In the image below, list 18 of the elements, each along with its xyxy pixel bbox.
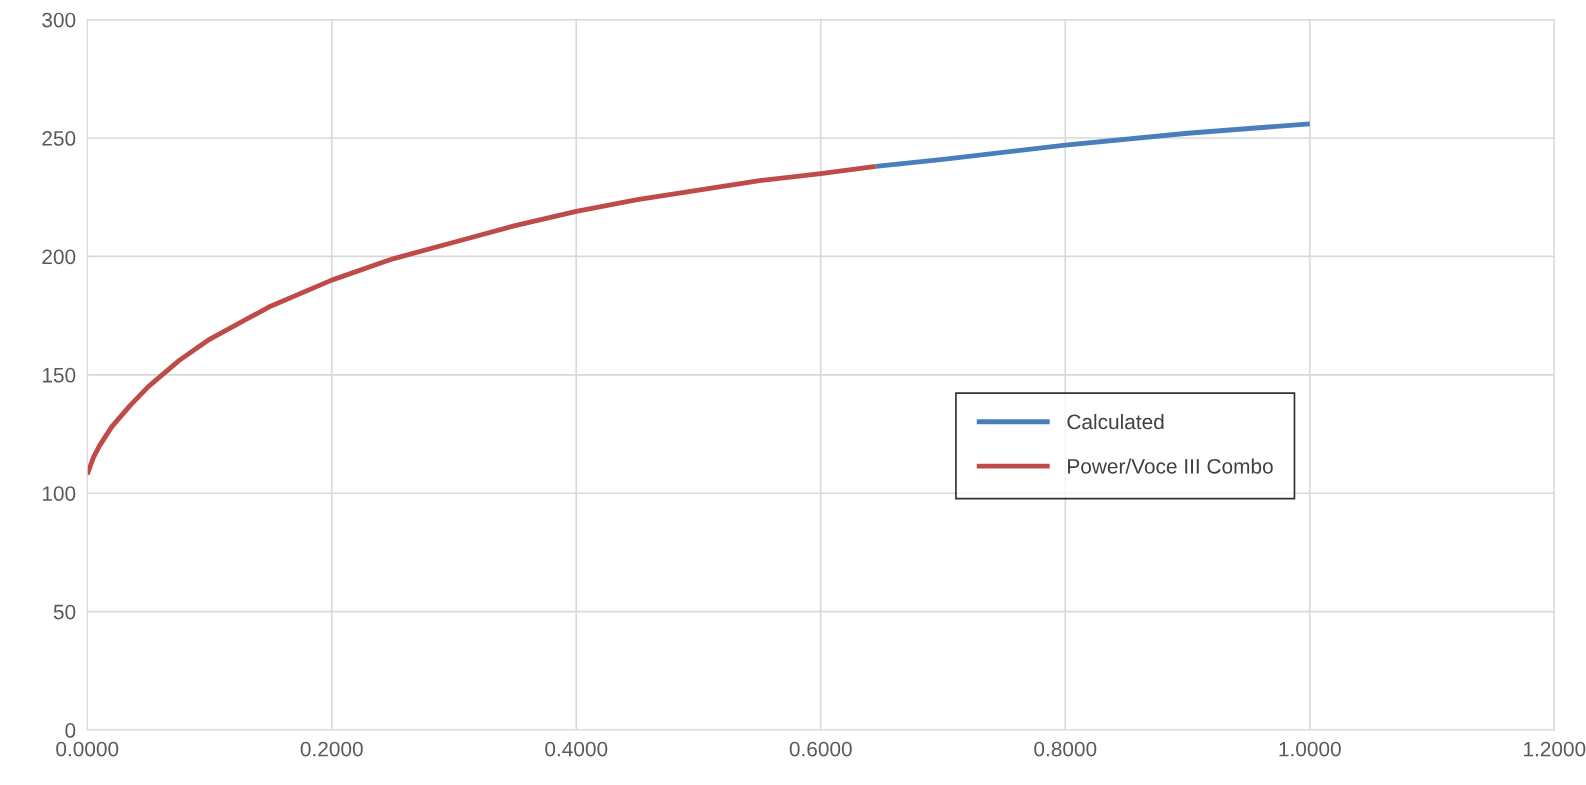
y-tick-label: 50 bbox=[53, 604, 76, 620]
x-tick-label: 1.2000 bbox=[1524, 741, 1586, 757]
y-tick-label: 150 bbox=[42, 367, 76, 383]
x-tick-label: 0.4000 bbox=[545, 741, 608, 757]
x-tick-label: 0.0000 bbox=[56, 741, 119, 757]
y-tick-label: 200 bbox=[42, 249, 76, 265]
legend-label: Power/Voce III Combo bbox=[1068, 458, 1273, 474]
y-tick-label: 300 bbox=[42, 12, 76, 28]
y-tick-label: 0 bbox=[65, 723, 76, 738]
x-tick-label: 0.2000 bbox=[300, 741, 363, 757]
x-tick-label: 1.0000 bbox=[1279, 741, 1341, 757]
y-tick-label: 250 bbox=[42, 131, 76, 146]
x-tick-label: 0.6000 bbox=[789, 741, 852, 757]
line-series bbox=[873, 121, 1313, 169]
y-tick-label: 100 bbox=[42, 486, 76, 501]
legend-label: Calculated bbox=[1067, 413, 1164, 430]
line-series bbox=[87, 164, 879, 477]
x-tick-label: 0.8000 bbox=[1034, 741, 1097, 757]
